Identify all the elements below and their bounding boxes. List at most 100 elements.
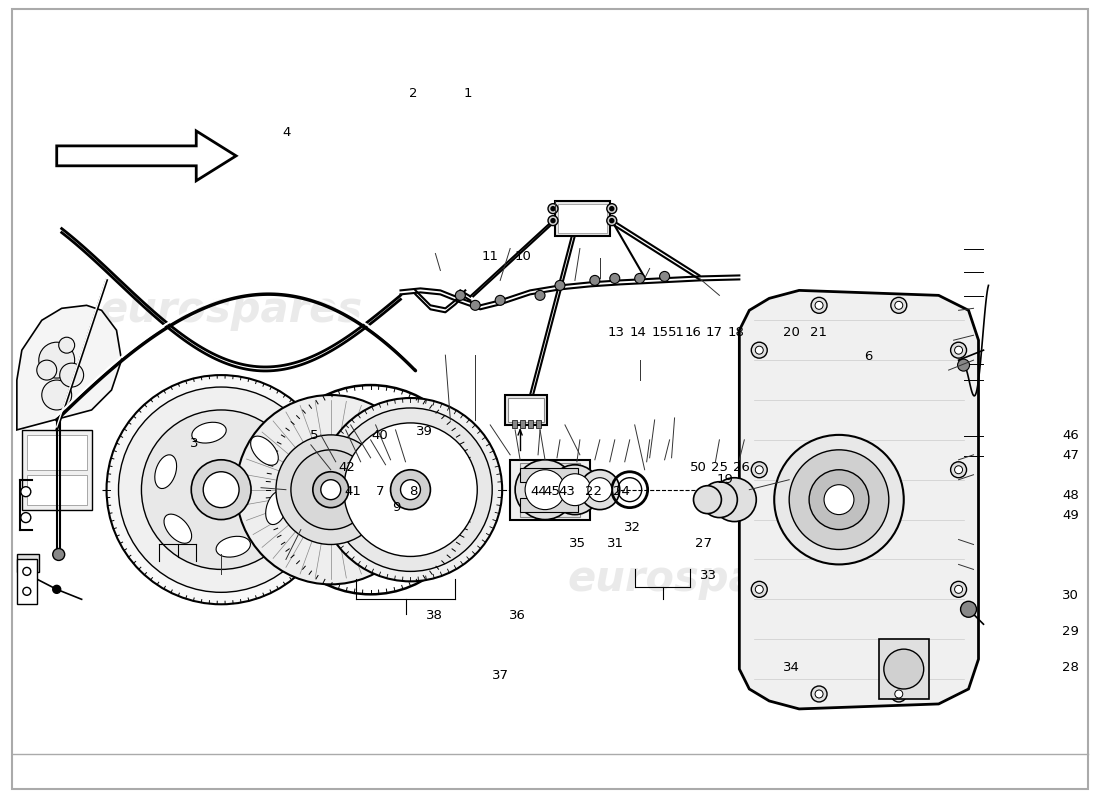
Text: 9: 9 xyxy=(393,501,400,514)
Circle shape xyxy=(894,302,903,310)
Circle shape xyxy=(343,423,477,557)
Text: 49: 49 xyxy=(1063,509,1079,522)
Circle shape xyxy=(59,363,84,387)
Circle shape xyxy=(774,435,904,565)
Polygon shape xyxy=(57,131,236,181)
Ellipse shape xyxy=(251,436,278,466)
Text: 48: 48 xyxy=(1063,489,1079,502)
Circle shape xyxy=(955,346,962,354)
Circle shape xyxy=(891,686,906,702)
Circle shape xyxy=(21,513,31,522)
Text: 24: 24 xyxy=(613,485,629,498)
Circle shape xyxy=(751,342,767,358)
Circle shape xyxy=(551,218,556,222)
Circle shape xyxy=(789,450,889,550)
Text: 16: 16 xyxy=(684,326,701,338)
Bar xyxy=(536,420,541,428)
Circle shape xyxy=(609,274,619,283)
Circle shape xyxy=(548,204,558,214)
Text: 34: 34 xyxy=(783,661,800,674)
Circle shape xyxy=(955,466,962,474)
Circle shape xyxy=(660,271,670,282)
Circle shape xyxy=(693,486,722,514)
Bar xyxy=(520,468,578,482)
Circle shape xyxy=(950,582,967,598)
Text: 41: 41 xyxy=(344,485,361,498)
Bar xyxy=(510,460,590,519)
Circle shape xyxy=(191,460,251,519)
Bar xyxy=(513,420,517,428)
Circle shape xyxy=(607,216,617,226)
Circle shape xyxy=(958,359,969,371)
Circle shape xyxy=(551,206,556,210)
Text: 3: 3 xyxy=(189,438,198,450)
Circle shape xyxy=(811,298,827,314)
Text: 35: 35 xyxy=(569,537,586,550)
Text: 31: 31 xyxy=(607,537,625,550)
Circle shape xyxy=(811,686,827,702)
Circle shape xyxy=(119,387,323,592)
Circle shape xyxy=(495,295,505,306)
Polygon shape xyxy=(16,306,121,430)
Text: 38: 38 xyxy=(427,609,443,622)
Text: 19: 19 xyxy=(717,474,734,486)
Text: 22: 22 xyxy=(585,485,603,498)
Text: 21: 21 xyxy=(810,326,827,338)
Circle shape xyxy=(471,300,481,310)
Circle shape xyxy=(53,586,60,594)
Text: 42: 42 xyxy=(339,462,355,474)
Text: 8: 8 xyxy=(409,485,417,498)
Text: 11: 11 xyxy=(481,250,498,263)
Text: 18: 18 xyxy=(728,326,745,338)
Circle shape xyxy=(515,460,575,519)
Text: 6: 6 xyxy=(864,350,872,362)
Bar xyxy=(505,395,547,425)
Circle shape xyxy=(751,582,767,598)
Circle shape xyxy=(400,480,420,500)
Text: eurospares: eurospares xyxy=(99,290,363,331)
Circle shape xyxy=(955,586,962,594)
Circle shape xyxy=(950,462,967,478)
Circle shape xyxy=(556,281,565,290)
Text: 14: 14 xyxy=(629,326,646,338)
Circle shape xyxy=(756,586,763,594)
Circle shape xyxy=(609,218,614,222)
Circle shape xyxy=(815,302,823,310)
Circle shape xyxy=(824,485,854,514)
Text: 1: 1 xyxy=(463,86,472,99)
Text: 17: 17 xyxy=(706,326,723,338)
Circle shape xyxy=(236,395,426,584)
Circle shape xyxy=(609,206,614,210)
Text: 39: 39 xyxy=(416,426,432,438)
Ellipse shape xyxy=(164,514,191,543)
Circle shape xyxy=(590,275,600,286)
Circle shape xyxy=(204,472,239,508)
Ellipse shape xyxy=(266,491,287,525)
Text: 10: 10 xyxy=(514,250,531,263)
Text: 20: 20 xyxy=(783,326,800,338)
Text: 25: 25 xyxy=(712,462,728,474)
Circle shape xyxy=(751,462,767,478)
Circle shape xyxy=(891,298,906,314)
Text: 15: 15 xyxy=(651,326,668,338)
Circle shape xyxy=(810,470,869,530)
Circle shape xyxy=(312,472,349,508)
Circle shape xyxy=(607,204,617,214)
Circle shape xyxy=(883,649,924,689)
Text: 43: 43 xyxy=(558,485,575,498)
Bar xyxy=(508,398,544,422)
Circle shape xyxy=(36,360,57,380)
Circle shape xyxy=(58,338,75,353)
Bar xyxy=(520,498,578,512)
Bar xyxy=(16,559,36,604)
Circle shape xyxy=(548,216,558,226)
Text: 2: 2 xyxy=(409,86,417,99)
Bar xyxy=(556,201,609,235)
Circle shape xyxy=(713,478,757,522)
Text: 50: 50 xyxy=(690,462,706,474)
Circle shape xyxy=(756,346,763,354)
Text: 44: 44 xyxy=(530,485,548,498)
Text: 13: 13 xyxy=(607,326,625,338)
Ellipse shape xyxy=(155,455,177,489)
Circle shape xyxy=(53,549,65,561)
